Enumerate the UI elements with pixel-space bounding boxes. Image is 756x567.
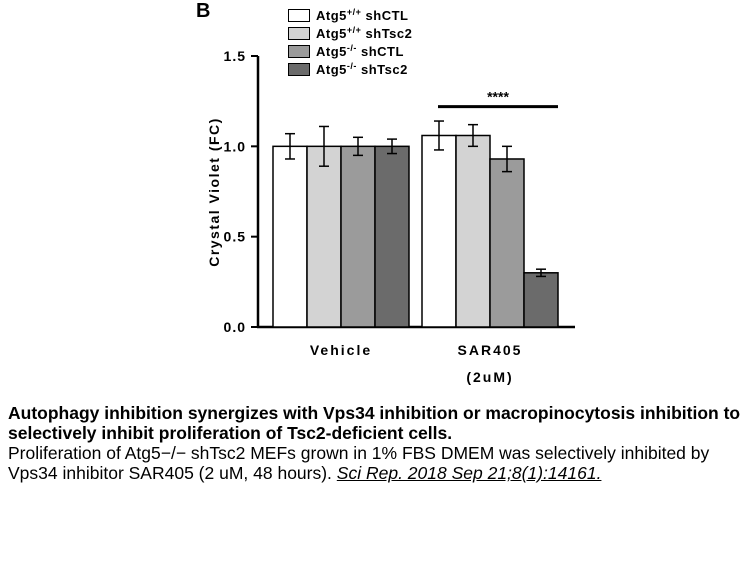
x-tick-label: (2uM) (466, 369, 513, 385)
citation-link[interactable]: Sci Rep. 2018 Sep 21;8(1):14161. (336, 463, 602, 483)
y-tick-label: 0.5 (224, 229, 246, 245)
bar-chart: 0.0 0.5 1.0 1.5 Crystal Violet (FC) Vehicle SA… (206, 48, 575, 385)
legend-label: Atg5-/- shTsc2 (316, 60, 408, 77)
bar (272, 145, 308, 328)
figure-caption: Autophagy inhibition synergizes with Vps… (8, 403, 753, 483)
caption-title: Autophagy inhibition synergizes with Vps… (8, 403, 741, 443)
bar (340, 145, 376, 328)
bar (421, 134, 457, 328)
y-tick-label: 1.0 (224, 138, 246, 154)
legend-swatch (288, 44, 310, 58)
legend-item: Atg5-/- shCTL (288, 42, 412, 60)
legend-label: Atg5+/+ shCTL (316, 6, 409, 23)
y-tick-label: 1.5 (224, 48, 246, 64)
x-tick-label: Vehicle (310, 342, 372, 358)
y-tick-label: 0.0 (224, 319, 246, 335)
bar (455, 134, 491, 328)
panel-label: B (196, 0, 211, 22)
legend-swatch (288, 26, 310, 40)
legend-item: Atg5-/- shTsc2 (288, 60, 412, 78)
legend-swatch (288, 8, 310, 22)
bar (374, 145, 410, 328)
legend-item: Atg5+/+ shTsc2 (288, 24, 412, 42)
significance-label: **** (487, 89, 509, 105)
legend-item: Atg5+/+ shCTL (288, 6, 412, 24)
caption-body: Proliferation of Atg5−/− shTsc2 MEFs gro… (8, 443, 710, 483)
chart-legend: Atg5+/+ shCTL Atg5+/+ shTsc2 Atg5-/- shC… (288, 6, 412, 78)
legend-swatch (288, 62, 310, 76)
x-tick-label: SAR405 (458, 342, 523, 358)
bar (489, 158, 525, 328)
y-axis-title: Crystal Violet (FC) (206, 117, 222, 267)
legend-label: Atg5-/- shCTL (316, 42, 404, 59)
bar (523, 272, 559, 328)
bar (306, 145, 342, 328)
legend-label: Atg5+/+ shTsc2 (316, 24, 413, 41)
